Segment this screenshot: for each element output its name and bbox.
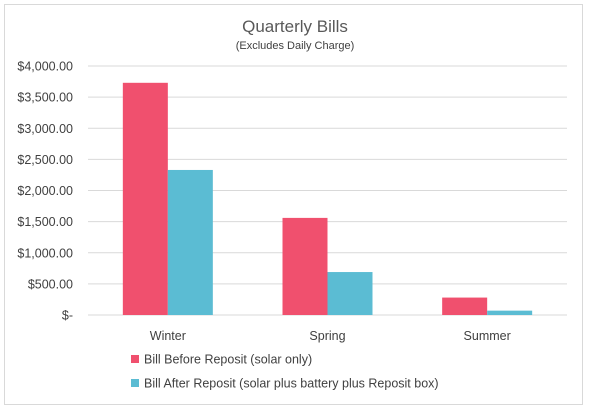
y-tick-label: $2,000.00 [17,184,73,198]
x-category-label: Summer [464,329,511,343]
y-tick-label: $3,500.00 [17,91,73,105]
bar-spring-series-2 [327,272,373,315]
chart-title: Quarterly Bills [242,17,348,36]
x-axis-categories: Winter Spring Summer [150,329,511,343]
y-tick-label: $- [62,309,73,323]
bar-summer-series-1 [442,297,488,315]
x-category-label: Spring [309,329,345,343]
bar-spring-series-1 [282,217,328,315]
y-tick-label: $1,000.00 [17,246,73,260]
chart-frame [4,4,583,405]
legend-label: Bill Before Reposit (solar only) [144,353,312,367]
y-tick-label: $1,500.00 [17,215,73,229]
bar-winter-series-2 [167,169,213,315]
y-tick-label: $500.00 [28,277,73,291]
y-tick-label: $2,500.00 [17,153,73,167]
bars [122,82,533,316]
x-category-label: Winter [150,329,186,343]
bar-summer-series-2 [487,310,533,315]
bar-winter-series-1 [122,82,168,316]
legend-label: Bill After Reposit (solar plus battery p… [144,377,439,391]
legend-swatch [131,355,139,363]
legend: Bill Before Reposit (solar only) Bill Aft… [131,353,439,391]
chart-subtitle: (Excludes Daily Charge) [236,40,355,52]
y-tick-label: $4,000.00 [17,60,73,74]
y-tick-label: $3,000.00 [17,122,73,136]
legend-swatch [131,379,139,387]
y-axis-ticks: $- $500.00 $1,000.00 $1,500.00 $2,000.00 $2,5… [17,60,73,323]
